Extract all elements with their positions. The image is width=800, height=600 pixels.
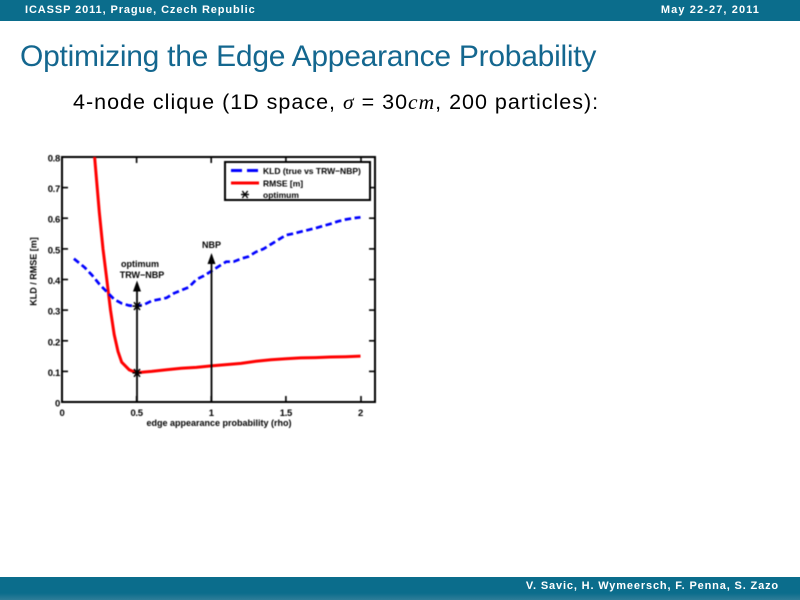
svg-text:KLD / RMSE [m]: KLD / RMSE [m] (29, 237, 39, 306)
svg-text:0.2: 0.2 (48, 337, 60, 348)
svg-text:0.4: 0.4 (48, 276, 61, 287)
svg-text:KLD (true vs TRW−NBP): KLD (true vs TRW−NBP) (263, 166, 361, 176)
svg-text:0.8: 0.8 (48, 154, 60, 165)
svg-text:optimum: optimum (121, 259, 159, 269)
svg-text:0.1: 0.1 (48, 368, 61, 379)
svg-text:1.5: 1.5 (280, 408, 293, 419)
svg-text:1: 1 (209, 408, 215, 419)
svg-text:0.5: 0.5 (130, 408, 143, 419)
svg-text:0.3: 0.3 (48, 307, 60, 318)
svg-text:0.5: 0.5 (48, 245, 61, 256)
svg-text:0: 0 (55, 399, 60, 410)
svg-text:2: 2 (358, 408, 363, 419)
svg-text:0.7: 0.7 (48, 184, 60, 195)
svg-text:optimum: optimum (263, 190, 299, 200)
svg-text:NBP: NBP (202, 240, 221, 250)
svg-text:RMSE [m]: RMSE [m] (263, 179, 303, 189)
svg-text:0: 0 (60, 408, 65, 419)
svg-text:TRW−NBP: TRW−NBP (120, 270, 165, 280)
svg-text:edge appearance probability (r: edge appearance probability (rho) (146, 418, 291, 428)
svg-text:0.6: 0.6 (48, 215, 60, 226)
